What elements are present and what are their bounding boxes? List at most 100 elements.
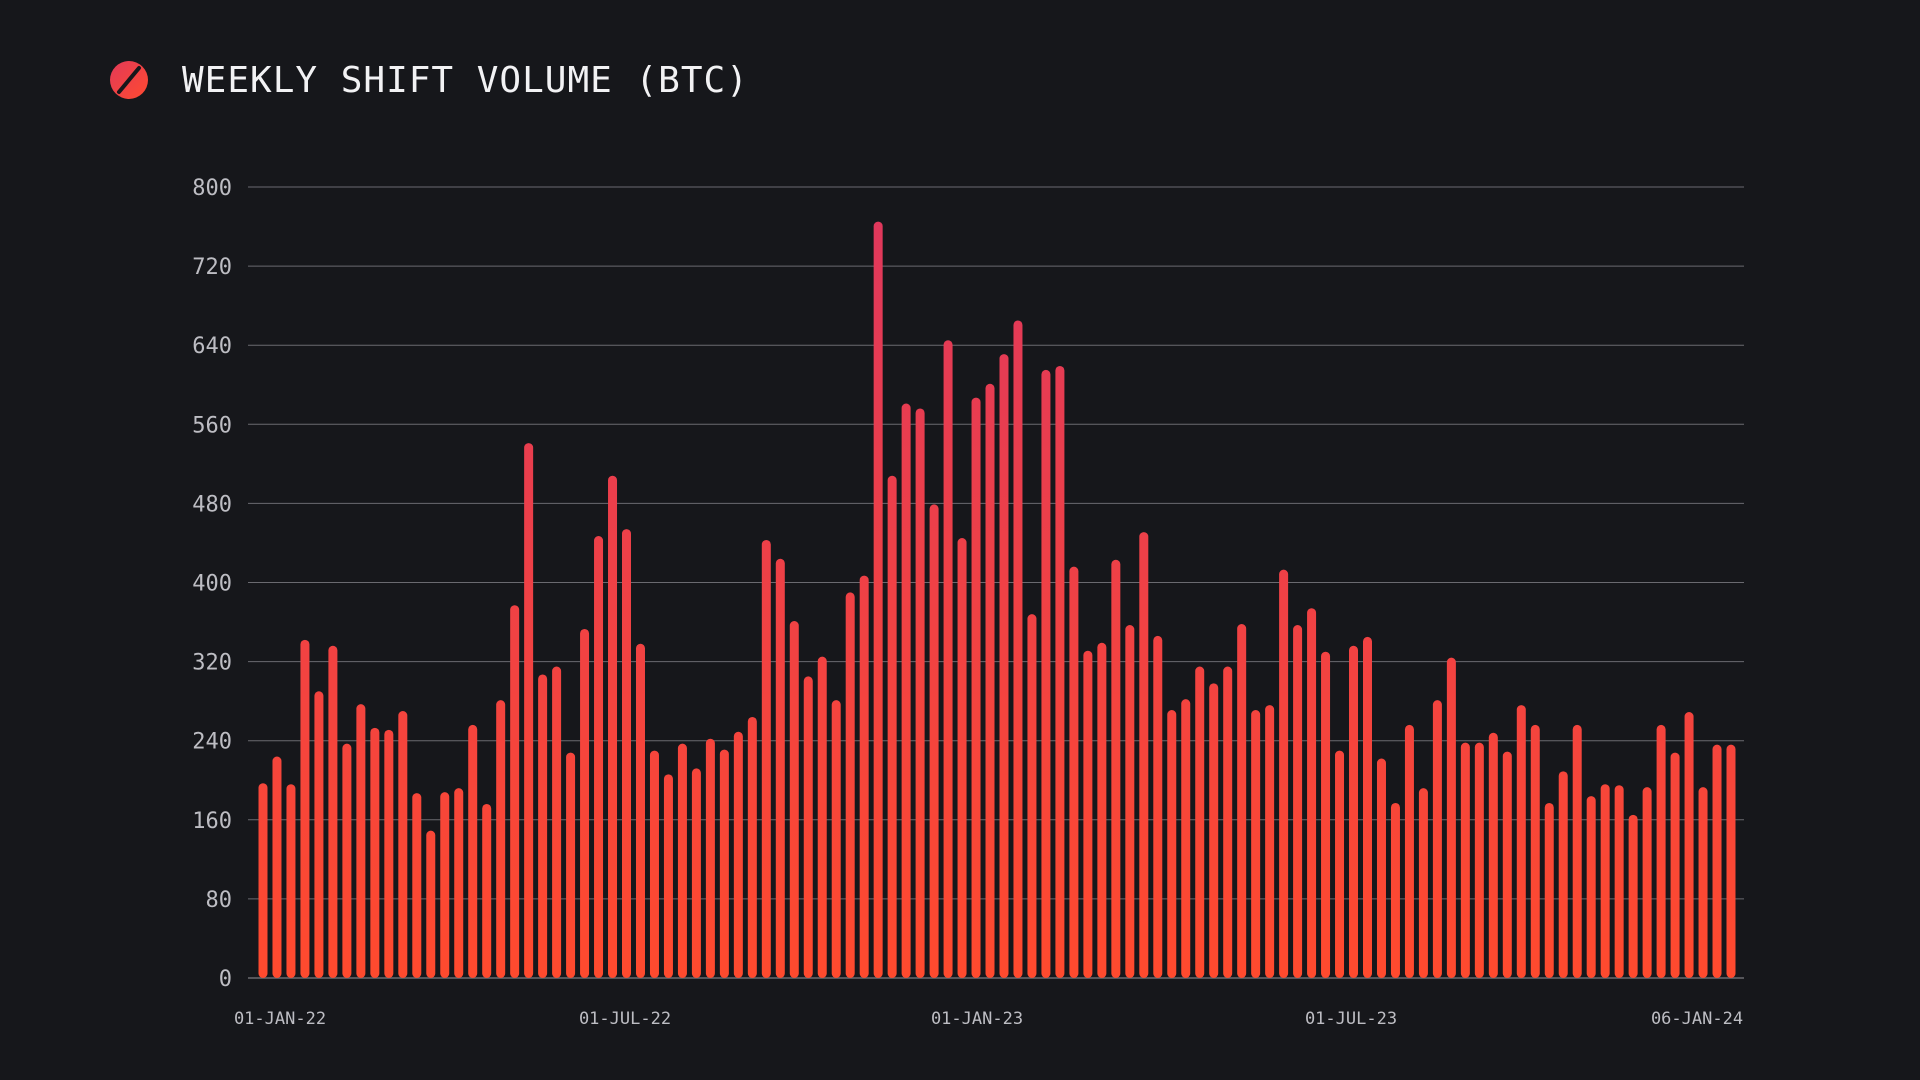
bar-2023-10-21 (1572, 724, 1582, 978)
bar-2022-10-22 (845, 592, 855, 978)
bar-2022-02-12 (342, 743, 352, 978)
bar-2022-11-12 (887, 475, 897, 978)
bar-2023-09-30 (1530, 724, 1540, 978)
bar-2023-02-25 (1097, 642, 1107, 978)
bar-2022-03-26 (426, 830, 436, 978)
bar-2023-01-14 (1013, 320, 1023, 979)
bar-2023-07-29 (1404, 724, 1414, 978)
y-tick-label: 160 (192, 809, 232, 834)
bar-2023-04-01 (1167, 710, 1177, 978)
bar-2023-10-07 (1544, 802, 1554, 978)
bar-2022-12-31 (985, 383, 995, 978)
bar-2023-12-09 (1670, 752, 1680, 978)
bar-2023-03-25 (1153, 635, 1163, 978)
bar-2022-06-11 (580, 628, 590, 978)
x-axis-ticks: 01-JAN-22 01-JUL-22 01-JAN-23 01-JUL-23 06-J… (234, 1009, 1743, 1029)
bar-2022-04-23 (482, 803, 492, 978)
bar-2022-01-29 (314, 691, 324, 978)
bar-2022-06-04 (566, 752, 576, 978)
bar-2023-01-21 (1027, 614, 1037, 978)
bar-2023-10-28 (1586, 796, 1596, 978)
bar-2023-07-22 (1390, 802, 1400, 978)
bar-2023-06-03 (1293, 625, 1303, 978)
bar-2023-12-30 (1712, 744, 1722, 978)
bar-2022-05-28 (552, 666, 562, 978)
x-tick-label: 01-JUL-23 (1305, 1009, 1397, 1029)
bar-2023-05-27 (1279, 569, 1289, 978)
bar-2023-04-29 (1223, 666, 1233, 978)
bar-2023-08-26 (1460, 742, 1470, 978)
bar-2023-06-17 (1321, 651, 1331, 978)
bar-2022-03-12 (398, 711, 408, 978)
bar-2023-04-08 (1181, 699, 1191, 978)
bar-2023-05-06 (1237, 624, 1247, 978)
bar-2023-11-18 (1628, 814, 1638, 978)
bar-2022-01-08 (272, 756, 282, 978)
bar-2023-09-02 (1474, 742, 1484, 978)
y-tick-label: 80 (206, 888, 233, 913)
bar-2023-08-19 (1446, 657, 1456, 978)
chart-header: WEEKLY SHIFT VOLUME (BTC) (108, 57, 749, 103)
bar-2022-12-10 (943, 340, 953, 978)
bar-2022-01-15 (286, 784, 296, 978)
bar-2022-10-15 (831, 700, 841, 978)
bar-series (258, 221, 1736, 979)
bar-2023-11-04 (1600, 784, 1610, 978)
bar-2022-12-03 (929, 504, 939, 978)
bar-2022-07-09 (635, 643, 645, 978)
y-tick-label: 0 (219, 967, 232, 992)
bar-2022-11-26 (915, 408, 925, 979)
bar-2022-01-01 (258, 783, 268, 978)
bar-2023-06-24 (1335, 750, 1345, 978)
bar-2023-06-10 (1307, 608, 1317, 978)
x-tick-label: 06-JAN-24 (1651, 1009, 1743, 1029)
y-tick-label: 720 (192, 255, 232, 280)
bar-2022-07-02 (622, 529, 631, 978)
bar-2022-08-20 (719, 749, 729, 978)
y-tick-label: 480 (192, 492, 232, 517)
bar-2022-07-23 (663, 774, 673, 978)
bar-2023-03-04 (1111, 559, 1121, 978)
bar-2023-08-05 (1418, 788, 1428, 978)
y-tick-label: 640 (192, 334, 232, 359)
bar-2022-10-08 (817, 656, 827, 978)
x-tick-label: 01-JUL-22 (579, 1009, 671, 1029)
bar-2022-08-13 (705, 738, 715, 978)
bar-2023-12-23 (1698, 787, 1708, 978)
bar-2023-07-15 (1376, 758, 1386, 978)
y-tick-label: 240 (192, 730, 232, 755)
bar-2022-02-19 (356, 704, 366, 978)
bar-2023-12-02 (1656, 724, 1666, 978)
bar-2022-09-10 (761, 539, 771, 978)
bar-2022-09-17 (775, 558, 785, 978)
bar-2023-04-15 (1195, 666, 1205, 978)
bar-2022-02-05 (328, 645, 338, 978)
y-tick-label: 400 (192, 572, 232, 597)
bar-2022-12-24 (971, 397, 981, 979)
bar-2023-12-16 (1684, 712, 1694, 978)
bar-2022-08-27 (733, 731, 743, 978)
bar-2023-11-11 (1614, 785, 1624, 978)
bar-2023-01-07 (999, 354, 1009, 979)
bar-2023-02-04 (1055, 365, 1065, 979)
bar-2023-03-11 (1125, 625, 1135, 978)
bar-2022-10-29 (859, 575, 869, 978)
bar-2023-09-23 (1516, 705, 1526, 978)
bar-2022-03-05 (384, 729, 394, 978)
y-tick-label: 560 (192, 413, 232, 438)
bar-2024-01-06 (1726, 744, 1736, 978)
bar-2022-04-30 (496, 700, 506, 978)
y-tick-label: 320 (192, 651, 232, 676)
bar-2023-02-18 (1083, 650, 1093, 978)
bar-2022-03-19 (412, 793, 422, 978)
slashed-circle-logo-icon (110, 61, 148, 99)
bar-2022-08-06 (691, 768, 701, 978)
bar-2022-11-05 (873, 221, 883, 979)
bar-2023-09-16 (1502, 751, 1512, 978)
bar-2023-05-20 (1265, 705, 1275, 978)
x-tick-label: 01-JAN-23 (931, 1009, 1023, 1029)
bar-2023-01-28 (1041, 369, 1051, 978)
bar-2023-05-13 (1251, 710, 1261, 978)
bar-2022-06-25 (608, 475, 618, 978)
